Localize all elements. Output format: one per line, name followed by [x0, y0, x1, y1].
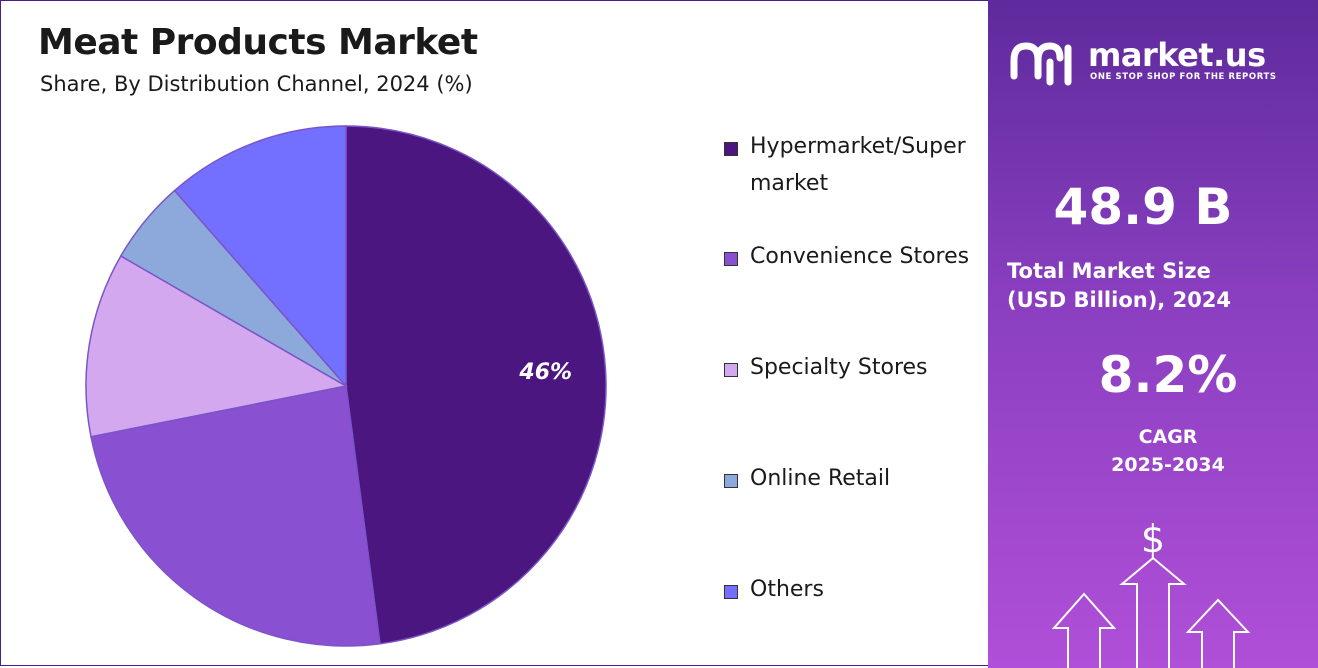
cagr-value: 8.2% [1098, 346, 1238, 404]
legend-label: Specialty Stores [750, 355, 928, 380]
stats-panel: market.us ONE STOP SHOP FOR THE REPORTS … [988, 0, 1318, 668]
legend-label: Convenience Stores [750, 244, 970, 269]
legend-swatch [724, 142, 738, 156]
legend-label: Others [750, 577, 824, 602]
brand-logo: market.us ONE STOP SHOP FOR THE REPORTS [1010, 36, 1310, 96]
market-size-label-line1: Total Market Size [1007, 259, 1211, 283]
market-size-value: 48.9 B [1053, 178, 1233, 236]
dollar-icon: $ [1141, 517, 1165, 561]
brand-name: market.us [1088, 36, 1266, 74]
legend-swatch [724, 252, 738, 266]
market-size-label-line2: (USD Billion), 2024 [1007, 288, 1232, 312]
pie-slice-others [173, 125, 347, 388]
pie-slice-hypermarket-supermarket [345, 125, 607, 645]
legend-swatch [724, 363, 738, 377]
legend-swatch [724, 585, 738, 599]
data-label-hypermarket-supermarket: 46% [518, 360, 572, 385]
legend-label: Online Retail [750, 466, 891, 491]
chart-title: Meat Products Market [38, 22, 478, 63]
legend-swatch [724, 474, 738, 488]
cagr-label-line2: 2025-2034 [1111, 454, 1225, 476]
legend-label: Hypermarket/Supermarket [750, 134, 966, 196]
pie-slice-specialty-stores [85, 254, 349, 438]
growth-arrows-icon: $ [1051, 517, 1251, 668]
pie-slices [85, 125, 607, 647]
brand-tagline: ONE STOP SHOP FOR THE REPORTS [1090, 72, 1277, 82]
market-us-logo-icon [1010, 42, 1072, 86]
cagr-label-line1: CAGR [1138, 426, 1198, 448]
pie-chart: 46% [85, 125, 607, 647]
pie-slice-convenience-stores [90, 385, 381, 647]
pie-data-labels: 46% [518, 360, 572, 385]
chart-subtitle: Share, By Distribution Channel, 2024 (%) [40, 72, 473, 96]
